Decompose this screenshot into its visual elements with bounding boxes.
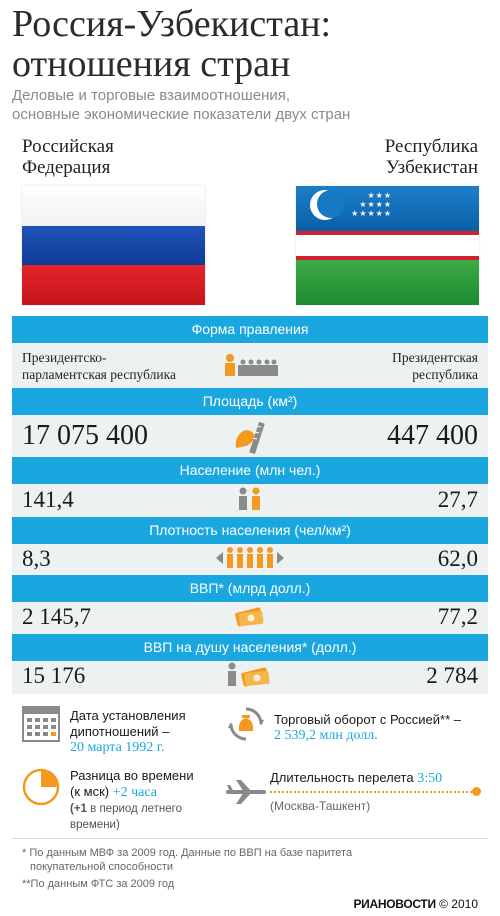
gdp-per-capita-russia-value: 15 176 — [22, 663, 86, 688]
area-uzbekistan-value: 447 400 — [387, 420, 478, 451]
trade-label: Торговый оборот с Россией** – — [274, 712, 461, 727]
relations-fact: Дата установления дипотношений – 20 март… — [70, 708, 186, 756]
footnote-fts: **По данным ФТС за 2009 год — [22, 878, 175, 890]
government-bar: Форма правления — [12, 316, 488, 343]
page-subtitle: Деловые и торговые взаимоотношения, осно… — [12, 86, 488, 124]
time-label-line-1: Разница во времени — [70, 768, 194, 783]
density-bar: Плотность населения (чел/км²) — [12, 517, 488, 544]
area-russia-value: 17 075 400 — [22, 420, 148, 451]
population-bar: Население (млн чел.) — [12, 457, 488, 484]
destination-dot-icon — [472, 787, 481, 796]
subtitle-line-1: Деловые и торговые взаимоотношения, — [12, 87, 291, 104]
gdp-russia-value: 2 145,7 — [22, 604, 91, 629]
flight-fact: Длительность перелета 3:50 — [270, 770, 442, 787]
time-note-rest: в период летнего — [86, 803, 183, 815]
subtitle-line-2: основные экономические показатели двух с… — [12, 106, 351, 123]
flight-route: (Москва-Ташкент) — [270, 799, 371, 813]
page-title: Россия-Узбекистан: отношения стран — [12, 4, 488, 84]
calendar-icon — [22, 706, 60, 742]
gdp-per-capita-bar: ВВП на душу населения* (долл.) — [12, 634, 488, 661]
footnote-imf-line-2: покупательной способности — [30, 861, 174, 873]
flight-value: 3:50 — [417, 771, 443, 786]
relations-label-line-1: Дата установления — [70, 708, 186, 723]
money-icon — [235, 607, 264, 627]
country-uzbekistan-line-1: Республика — [384, 136, 478, 157]
parliament-icon — [225, 354, 278, 376]
country-name-russia: Российская Федерация — [22, 136, 114, 178]
clock-icon — [22, 768, 60, 806]
footnote-imf-line-1: * По данным МВФ за 2009 год. Данные по В… — [22, 847, 353, 859]
country-name-uzbekistan: Республика Узбекистан — [385, 136, 478, 178]
gdp-uzbekistan-value: 77,2 — [437, 604, 478, 629]
trade-value: 2 539,2 млн долл. — [274, 728, 378, 743]
population-uzbekistan-value: 27,7 — [437, 487, 478, 512]
government-russia-line-2: парламентская республика — [22, 367, 176, 382]
brand-name: РИАНОВОСТИ — [353, 897, 436, 911]
divider — [12, 838, 488, 839]
country-russia-line-1: Российская — [22, 136, 114, 157]
trade-fact: Торговый оборот с Россией** – 2 539,2 мл… — [274, 712, 461, 744]
time-note-line-2: времени) — [70, 819, 120, 831]
relations-date: 20 марта 1992 г. — [70, 740, 165, 755]
flight-label: Длительность перелета — [270, 770, 414, 785]
population-russia-value: 141,4 — [22, 487, 74, 512]
government-uzbekistan-line-2: республика — [412, 367, 478, 382]
time-note-bold: (+1 — [70, 803, 87, 815]
crescent-icon — [310, 190, 345, 220]
ruler-map-icon — [235, 421, 265, 455]
time-value: +2 часа — [112, 785, 157, 800]
government-russia-line-1: Президентско- — [22, 350, 107, 365]
flight-route-line — [270, 791, 476, 793]
airplane-icon — [226, 780, 266, 804]
person-money-icon — [228, 662, 270, 687]
crowd-density-icon — [216, 547, 284, 568]
people-icon — [239, 487, 260, 510]
gdp-bar: ВВП* (млрд долл.) — [12, 575, 488, 602]
government-uzbekistan: Президентская республика — [392, 349, 478, 383]
stats-panel — [12, 316, 488, 694]
government-uzbekistan-line-1: Президентская — [392, 350, 478, 365]
time-difference-fact: Разница во времени (к мск) +2 часа (+1 в… — [70, 768, 194, 833]
brand-logo: РИАНОВОСТИ © 2010 — [353, 897, 478, 911]
trade-turnover-icon — [228, 707, 264, 741]
government-russia: Президентско- парламентская республика — [22, 349, 176, 383]
footnote-imf: * По данным МВФ за 2009 год. Данные по В… — [22, 846, 352, 874]
uzbekistan-flag: ★★★ ★★★★ ★★★★★ — [296, 186, 479, 305]
russia-flag — [22, 186, 205, 305]
country-uzbekistan-line-2: Узбекистан — [385, 157, 478, 178]
brand-copyright: © 2010 — [439, 897, 478, 911]
gdp-per-capita-uzbekistan-value: 2 784 — [426, 663, 478, 688]
relations-label-line-2: дипотношений – — [70, 724, 170, 739]
area-bar: Площадь (км²) — [12, 388, 488, 415]
stars-icon: ★★★ ★★★★ ★★★★★ — [351, 191, 392, 218]
time-label-line-2: (к мск) — [70, 784, 110, 799]
density-russia-value: 8,3 — [22, 546, 51, 571]
density-uzbekistan-value: 62,0 — [437, 546, 478, 571]
title-line-1: Россия-Узбекистан: — [12, 3, 332, 45]
country-russia-line-2: Федерация — [22, 157, 111, 178]
title-line-2: отношения стран — [12, 43, 291, 85]
